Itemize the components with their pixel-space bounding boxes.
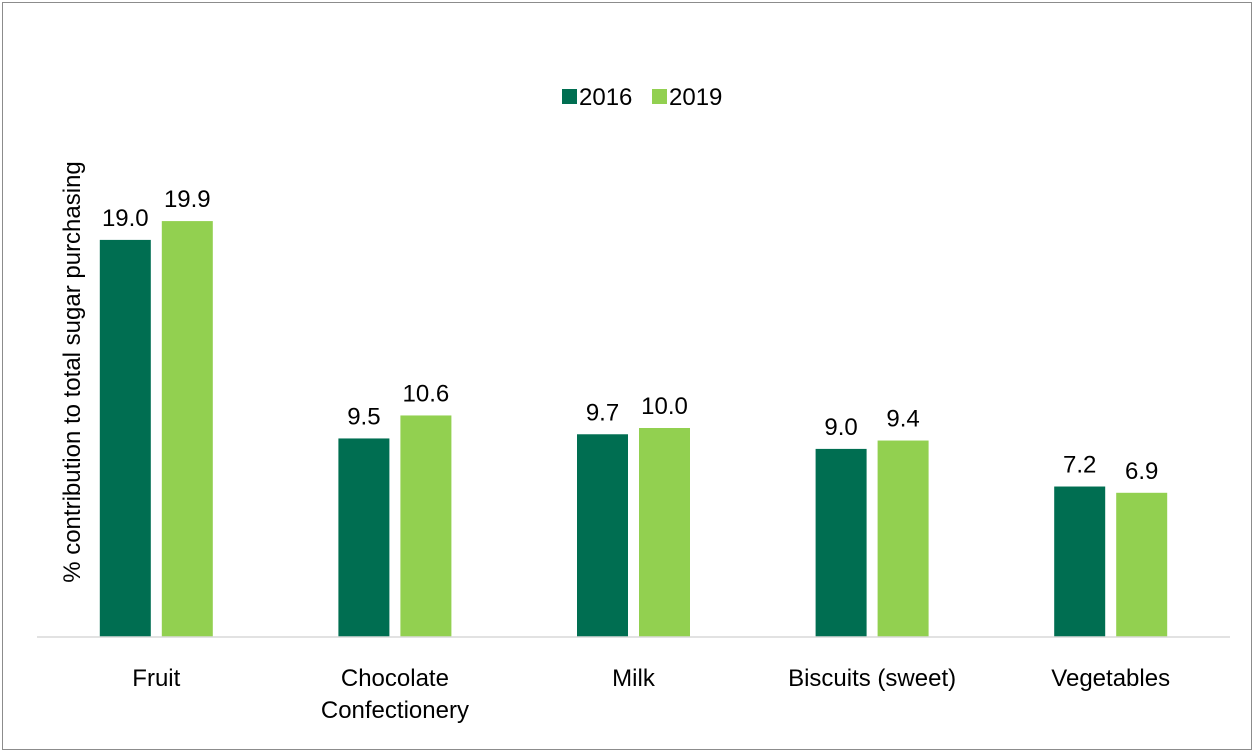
bar-2019-1 (400, 415, 452, 637)
x-tick-label-0-0: Fruit (132, 665, 180, 692)
x-tick-label-2-0: Milk (612, 665, 656, 692)
data-label-2016-2: 9.7 (586, 399, 619, 426)
data-label-2019-4: 6.9 (1125, 458, 1158, 485)
legend-swatch-2016 (562, 89, 577, 104)
x-tick-label-4-0: Vegetables (1051, 665, 1170, 692)
x-tick-label-3-0: Biscuits (sweet) (788, 665, 956, 692)
data-label-2016-4: 7.2 (1063, 452, 1096, 479)
bar-2016-2 (577, 434, 628, 637)
data-label-2016-1: 9.5 (347, 403, 380, 430)
legend-swatch-2019 (652, 89, 667, 104)
x-tick-label-1-1: Confectionery (321, 697, 469, 724)
data-label-2019-1: 10.6 (403, 380, 450, 407)
x-tick-label-1-0: Chocolate (341, 665, 449, 692)
bar-2019-3 (877, 440, 929, 637)
bar-2016-1 (338, 438, 390, 637)
data-label-2016-3: 9.0 (824, 414, 857, 441)
legend-label-2016: 2016 (579, 84, 632, 111)
bars (99, 221, 1168, 637)
data-label-2016-0: 19.0 (102, 205, 149, 232)
legend: 2016 2019 (562, 84, 722, 111)
bar-2019-4 (1116, 492, 1168, 637)
bar-2016-3 (815, 448, 867, 637)
data-labels: 19.0 19.9 9.5 10.6 9.7 10.0 9.0 9.4 7.2 6.9 (102, 186, 1158, 485)
data-label-2019-2: 10.0 (641, 393, 688, 420)
data-label-2019-0: 19.9 (164, 186, 211, 213)
bar-2016-4 (1054, 486, 1106, 637)
bar-2016-0 (99, 239, 151, 637)
y-axis-label: % contribution to total sugar purchasing (59, 161, 86, 583)
bar-2019-2 (639, 428, 690, 637)
legend-label-2019: 2019 (669, 84, 722, 111)
bar-2019-0 (161, 221, 213, 637)
x-tick-labels: Fruit Chocolate Confectionery Milk Biscuits … (132, 665, 1170, 724)
data-label-2019-3: 9.4 (886, 406, 919, 433)
